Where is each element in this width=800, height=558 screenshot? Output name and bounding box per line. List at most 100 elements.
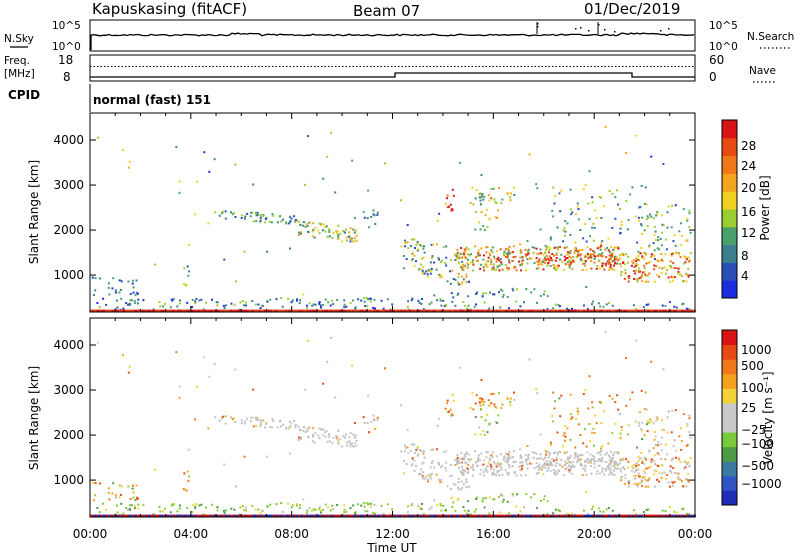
velocity-cell xyxy=(455,514,458,518)
power-cell xyxy=(608,254,611,257)
power-cell xyxy=(494,216,497,219)
power-cell xyxy=(621,252,624,255)
power-cell xyxy=(641,216,644,219)
velocity-cell xyxy=(355,439,358,442)
velocity-cell xyxy=(663,514,666,518)
power-cell xyxy=(686,307,688,310)
velocity-cell xyxy=(546,500,549,503)
power-cell xyxy=(304,309,307,313)
velocity-cell xyxy=(348,436,351,439)
velocity-cell xyxy=(367,394,370,397)
velocity-cell xyxy=(372,414,375,417)
velocity-cell xyxy=(653,469,656,472)
velocity-cell xyxy=(452,483,455,485)
velocity-cell xyxy=(514,471,517,474)
velocity-cell xyxy=(488,514,491,518)
velocity-cell xyxy=(262,514,265,518)
power-cell xyxy=(503,309,506,313)
velocity-cell xyxy=(260,514,263,518)
velocity-cell xyxy=(662,514,665,518)
velocity-cell xyxy=(520,474,523,477)
power-cell xyxy=(364,305,367,307)
velocity-cell xyxy=(154,468,156,471)
velocity-cell xyxy=(679,461,682,463)
velocity-cell xyxy=(680,448,683,451)
power-cell xyxy=(485,251,488,254)
power-cell xyxy=(527,249,530,252)
velocity-cell xyxy=(625,357,627,359)
velocity-cell xyxy=(666,431,669,434)
power-cell xyxy=(680,243,683,246)
power-cell xyxy=(474,309,477,313)
velocity-cell xyxy=(622,466,624,469)
power-cell xyxy=(541,309,544,313)
power-cell xyxy=(165,309,168,313)
power-cell xyxy=(637,216,640,219)
power-cell xyxy=(301,309,304,313)
power-cell xyxy=(320,309,323,313)
colorbar-tick-label: 500 xyxy=(741,359,764,373)
velocity-cell xyxy=(353,442,356,445)
power-cell xyxy=(430,243,433,246)
power-cell xyxy=(300,309,303,313)
velocity-cell xyxy=(544,449,547,452)
power-cell xyxy=(272,309,275,313)
velocity-cell xyxy=(299,428,302,431)
velocity-cell xyxy=(306,429,309,432)
power-cell xyxy=(276,309,279,313)
power-cell xyxy=(546,295,549,298)
velocity-cell xyxy=(508,464,510,467)
velocity-cell xyxy=(243,514,246,518)
velocity-cell xyxy=(475,508,478,511)
power-cell xyxy=(317,229,320,232)
velocity-cell xyxy=(520,465,523,468)
velocity-cell xyxy=(573,465,576,468)
velocity-cell xyxy=(625,514,628,518)
power-cell xyxy=(462,269,465,272)
power-cell xyxy=(204,309,207,313)
velocity-cell xyxy=(511,465,514,467)
velocity-cell xyxy=(186,506,189,509)
power-cell xyxy=(179,299,181,302)
power-cell xyxy=(360,299,363,302)
velocity-cell xyxy=(625,458,628,461)
freq-panel-frame xyxy=(89,54,696,82)
velocity-cell xyxy=(207,427,210,430)
velocity-cell xyxy=(366,422,369,425)
power-cell xyxy=(462,267,465,270)
velocity-cell xyxy=(179,514,182,518)
velocity-cell xyxy=(237,514,240,518)
power-cell xyxy=(653,280,656,283)
velocity-cell xyxy=(579,514,582,518)
velocity-cell xyxy=(560,458,563,461)
power-cell xyxy=(500,263,503,266)
power-cell xyxy=(407,247,410,250)
power-cell xyxy=(652,242,655,245)
power-cell xyxy=(446,309,449,313)
power-cell xyxy=(333,309,336,313)
power-cell xyxy=(100,309,103,313)
velocity-cell xyxy=(384,514,388,518)
power-cell xyxy=(635,278,638,281)
velocity-cell xyxy=(687,465,690,468)
power-cell xyxy=(577,309,580,313)
power-cell xyxy=(607,237,610,240)
velocity-cell xyxy=(611,431,614,434)
velocity-cell xyxy=(307,435,309,438)
velocity-cell xyxy=(650,514,654,518)
velocity-cell xyxy=(112,482,115,485)
power-cell xyxy=(634,272,637,275)
velocity-cell xyxy=(664,514,667,518)
power-cell xyxy=(556,226,559,229)
power-cell xyxy=(571,309,574,313)
velocity-cell xyxy=(142,504,145,507)
velocity-cell xyxy=(183,514,186,518)
velocity-cell xyxy=(684,466,687,469)
noise-tick-bottom-left: 10^0 xyxy=(52,41,81,53)
power-cell xyxy=(492,187,495,190)
power-cell xyxy=(590,260,592,262)
power-cell xyxy=(110,309,113,313)
velocity-cell xyxy=(526,455,529,458)
velocity-cell xyxy=(680,427,682,430)
